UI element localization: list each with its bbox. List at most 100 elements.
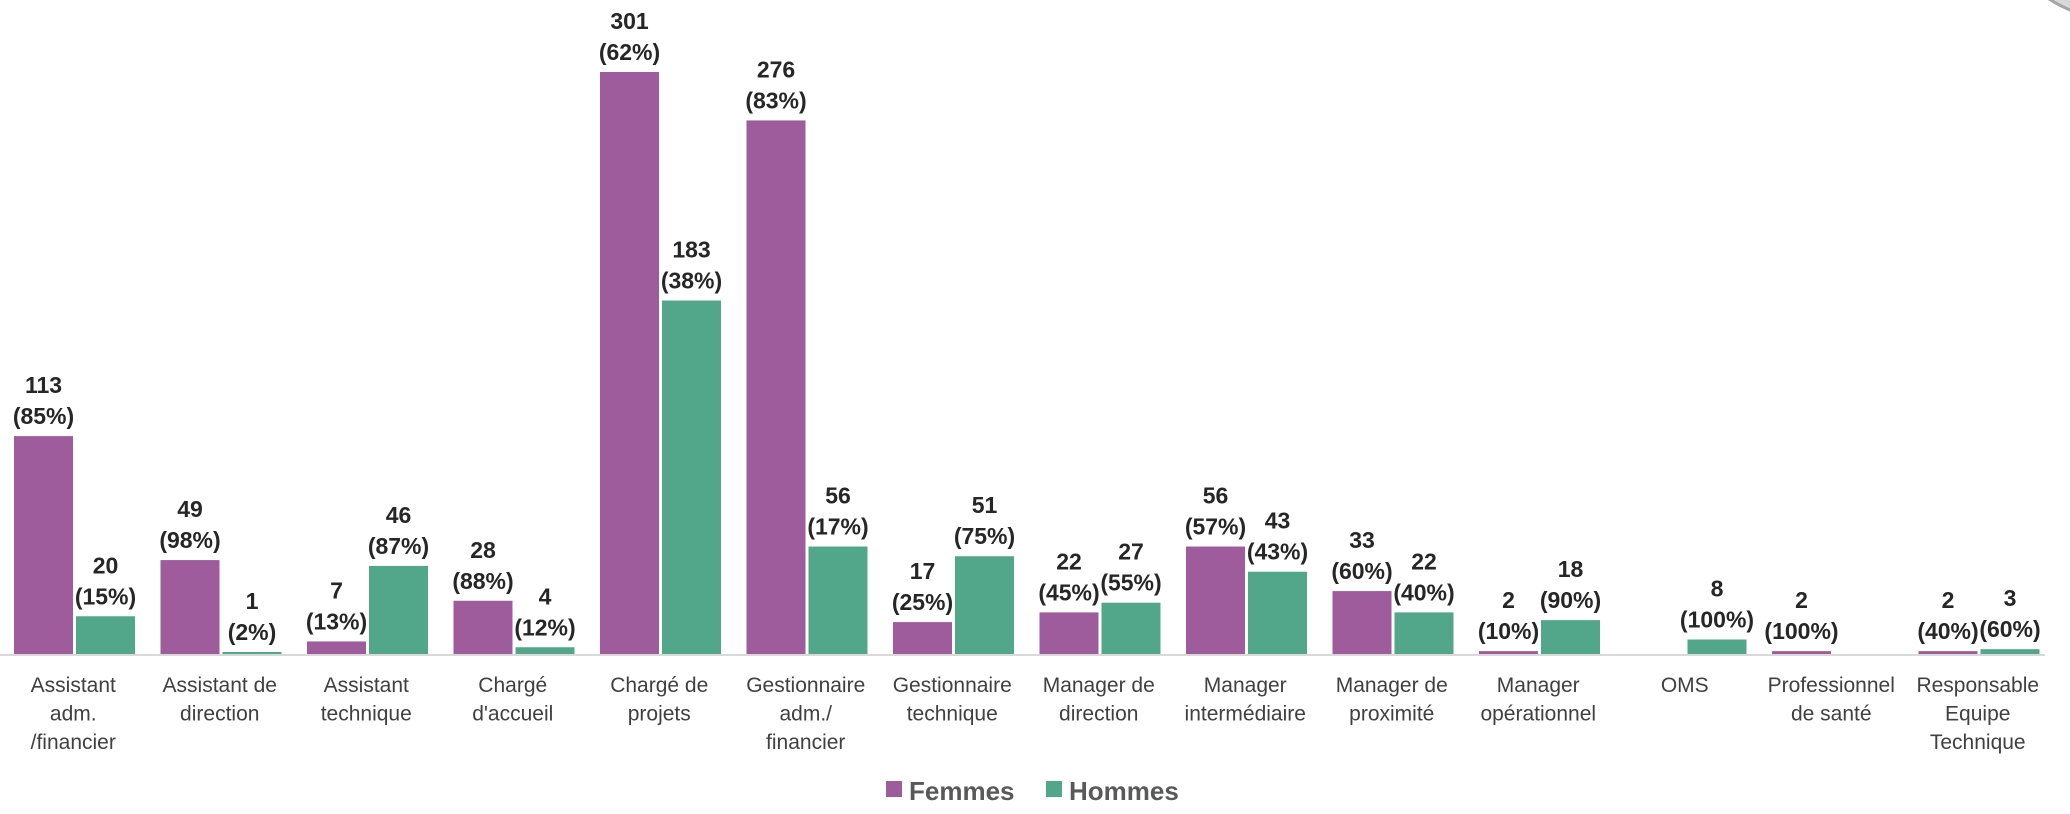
percent-label-hommes-10: (90%) [1540,587,1601,613]
percent-label-hommes-7: (55%) [1100,570,1161,596]
category-label-4-line-0: Chargé de [610,674,708,697]
category-label-12-line-1: de santé [1791,703,1872,726]
value-label-hommes-6: 51 [972,492,998,518]
category-label-0-line-2: /financier [31,731,116,754]
percent-label-hommes-2: (87%) [368,533,429,559]
category-label-13-line-2: Technique [1930,731,2026,754]
bar-hommes-13 [1980,649,2040,655]
value-label-hommes-13: 3 [2004,585,2017,611]
value-label-hommes-10: 18 [1558,556,1584,582]
legend-label-hommes: Hommes [1069,776,1179,806]
category-label-9-line-1: proximité [1349,703,1434,726]
category-label-4-line-1: projets [628,703,691,726]
bar-hommes-4 [662,300,721,655]
percent-label-femmes-8: (57%) [1185,514,1246,540]
category-labels-layer: Assistant adm. /financier Assistant de direc… [31,674,2039,754]
value-label-femmes-10: 2 [1502,587,1515,613]
category-label-0-line-0: Assistant [31,674,116,697]
bar-femmes-0 [14,436,73,655]
value-label-hommes-7: 27 [1118,539,1144,565]
percent-label-femmes-1: (98%) [159,527,220,553]
category-label-5-line-0: Gestionnaire [746,674,865,697]
category-label-8-line-0: Manager [1204,674,1287,697]
percent-label-hommes-5: (17%) [807,514,868,540]
percent-label-femmes-3: (88%) [452,568,513,594]
value-label-hommes-3: 4 [539,583,552,609]
value-label-hommes-5: 56 [825,483,851,509]
value-label-femmes-1: 49 [177,496,203,522]
percent-label-hommes-3: (12%) [514,614,575,640]
value-label-hommes-9: 22 [1411,548,1437,574]
percent-label-femmes-5: (83%) [745,87,806,113]
legend: Femmes Hommes [886,776,1179,806]
category-label-7-line-1: direction [1059,703,1138,726]
bar-femmes-12 [1772,651,1831,655]
bar-hommes-9 [1394,612,1454,655]
category-label-1-line-1: direction [180,703,259,726]
category-label-10-line-0: Manager [1497,674,1580,697]
bar-femmes-4 [600,72,659,655]
bar-femmes-1 [160,560,220,655]
category-label-3-line-1: d'accueil [472,703,553,726]
category-label-9-line-0: Manager de [1336,674,1448,697]
category-label-13-line-1: Equipe [1945,703,2010,726]
percent-label-femmes-10: (10%) [1478,618,1539,644]
bar-femmes-5 [746,120,806,655]
value-label-femmes-5: 276 [757,56,795,82]
percent-label-femmes-6: (25%) [892,589,953,615]
value-label-femmes-4: 301 [610,8,649,34]
percent-label-hommes-9: (40%) [1393,579,1454,605]
percent-label-hommes-0: (15%) [75,583,136,609]
category-label-7-line-0: Manager de [1043,674,1155,697]
value-label-hommes-2: 46 [386,502,412,528]
bar-hommes-10 [1541,620,1600,655]
bar-hommes-2 [369,565,428,655]
percent-label-femmes-9: (60%) [1331,558,1392,584]
value-label-femmes-7: 22 [1056,548,1082,574]
bar-femmes-13 [1918,651,1978,655]
value-label-hommes-11: 8 [1711,576,1724,602]
category-label-0-line-1: adm. [50,703,97,726]
bar-hommes-1 [222,652,282,655]
percent-label-hommes-13: (60%) [1979,616,2040,642]
bar-hommes-6 [955,556,1014,655]
percent-label-femmes-4: (62%) [599,39,660,65]
value-label-femmes-9: 33 [1349,527,1375,553]
percent-label-femmes-7: (45%) [1038,579,1099,605]
value-label-hommes-0: 20 [93,552,119,578]
bar-femmes-2 [307,641,366,655]
value-label-hommes-8: 43 [1265,508,1291,534]
value-label-femmes-6: 17 [910,558,936,584]
value-label-femmes-3: 28 [470,537,496,563]
value-label-hommes-1: 1 [246,588,259,614]
bar-hommes-3 [515,647,575,655]
bar-femmes-8 [1186,546,1245,655]
bar-femmes-7 [1039,612,1099,655]
percent-label-femmes-0: (85%) [13,403,74,429]
value-label-femmes-13: 2 [1942,587,1955,613]
category-label-6-line-1: technique [907,703,998,726]
decorative-corner-circle [2048,0,2070,12]
bars-layer [14,72,2040,655]
percent-label-hommes-1: (2%) [228,619,277,645]
bar-hommes-8 [1248,571,1307,655]
category-label-1-line-0: Assistant de [163,674,277,697]
category-label-13-line-0: Responsable [1916,674,2039,697]
bar-femmes-3 [453,600,513,655]
category-label-5-line-2: financier [766,731,845,754]
legend-swatch-femmes [886,781,902,797]
value-labels-layer: 113 (85%) 20 (15%) 49 (98%) 1 (2%) 7 (13%) 46 (87%)… [13,8,2041,645]
bar-hommes-5 [808,546,868,655]
category-label-12-line-0: Professionnel [1768,674,1895,697]
percent-label-hommes-4: (38%) [661,268,722,294]
category-label-6-line-0: Gestionnaire [893,674,1012,697]
percent-label-hommes-6: (75%) [954,523,1015,549]
percent-label-femmes-12: (100%) [1764,618,1838,644]
bar-femmes-9 [1332,591,1392,655]
legend-swatch-hommes [1046,781,1062,797]
percent-label-femmes-2: (13%) [306,608,367,634]
category-label-10-line-1: opérationnel [1480,703,1596,726]
category-label-11-line-0: OMS [1661,674,1709,697]
category-label-2-line-1: technique [321,703,412,726]
